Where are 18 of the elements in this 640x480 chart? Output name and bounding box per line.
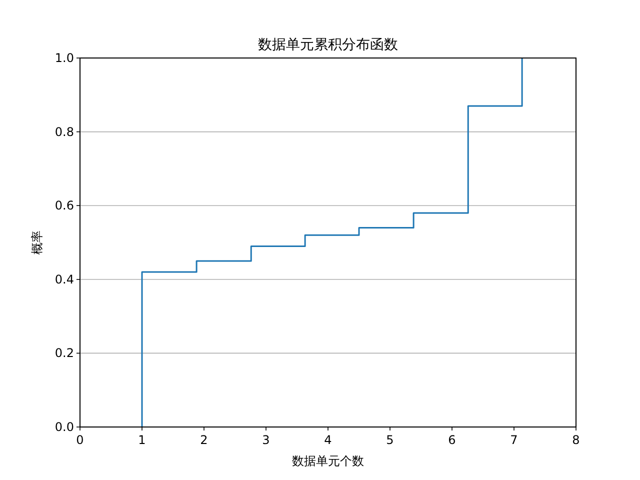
y-tick-label: 0.2 bbox=[54, 346, 74, 360]
x-axis-title: 数据单元个数 bbox=[292, 454, 364, 468]
x-tick-label: 8 bbox=[572, 433, 580, 447]
x-tick-label: 6 bbox=[448, 433, 456, 447]
x-tick-label: 5 bbox=[386, 433, 394, 447]
x-tick-label: 7 bbox=[510, 433, 518, 447]
x-tick-label: 0 bbox=[76, 433, 84, 447]
y-tick-label: 0.6 bbox=[54, 198, 74, 213]
x-tick-label: 2 bbox=[200, 433, 208, 447]
y-tick-label: 0.8 bbox=[54, 124, 74, 139]
x-tick-label: 1 bbox=[138, 433, 146, 447]
y-tick-label: 0.4 bbox=[54, 272, 74, 286]
chart-title: 数据单元累积分布函数 bbox=[258, 37, 398, 53]
y-tick-label: 0.0 bbox=[54, 420, 74, 434]
y-tick-label: 1.0 bbox=[54, 51, 74, 65]
x-tick-label: 3 bbox=[262, 433, 270, 447]
y-axis-title: 概率 bbox=[30, 230, 44, 254]
x-tick-label: 4 bbox=[324, 433, 332, 447]
